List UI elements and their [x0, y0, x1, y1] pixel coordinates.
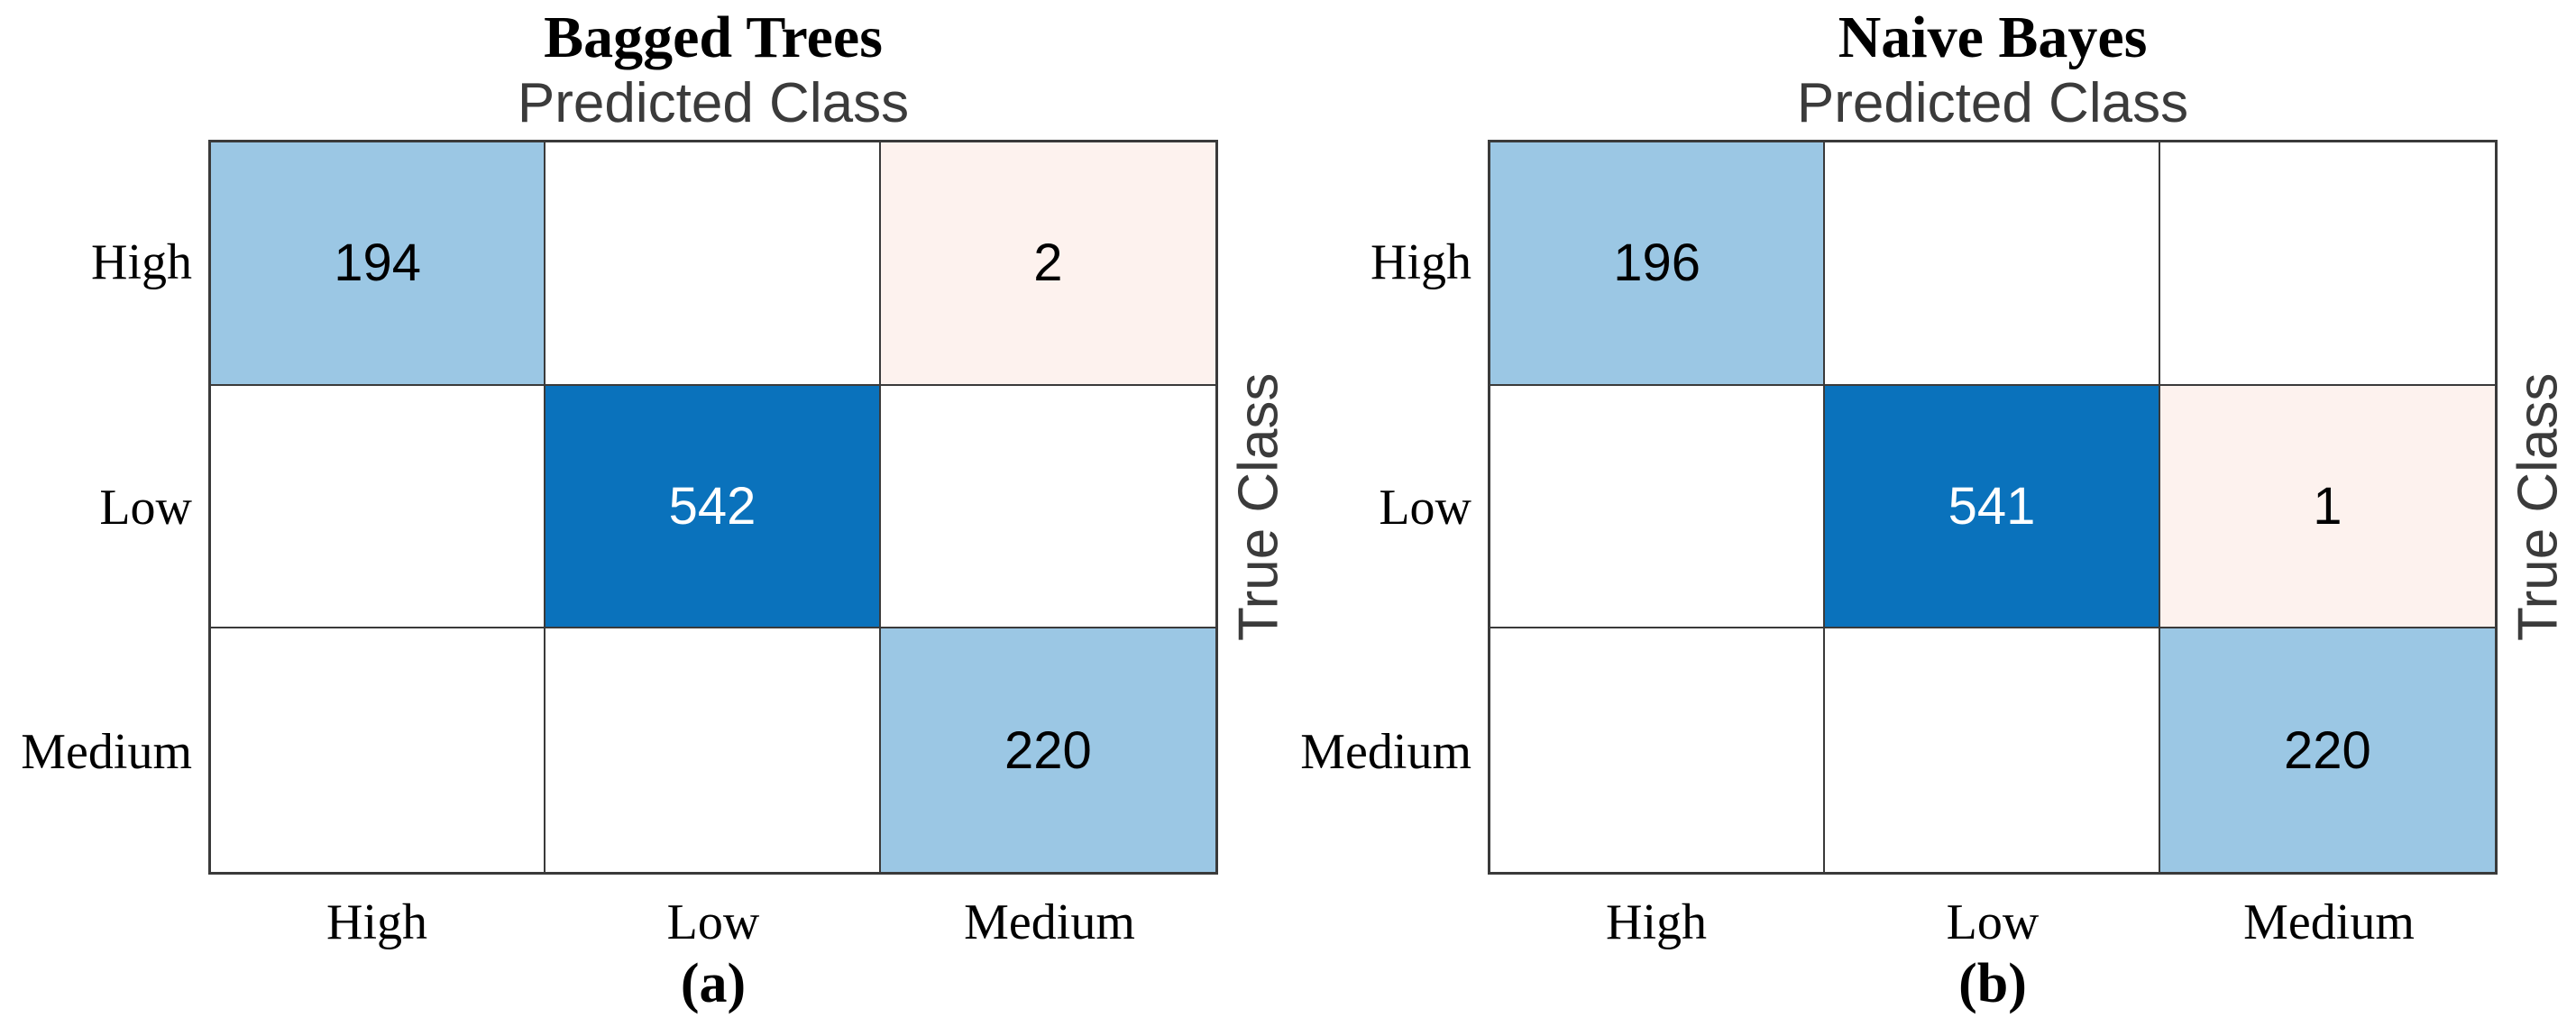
- matrix-cell-r0c1: [545, 142, 881, 386]
- matrix-cell-r1c2: 1: [2159, 385, 2495, 629]
- y-tick-low: Low: [99, 480, 192, 536]
- x-tick-low: Low: [666, 894, 760, 950]
- panel-caption: (a): [680, 953, 747, 1014]
- confusion-matrix-panel-b: Naive Bayes Predicted Class High Low Med…: [1279, 0, 2576, 1036]
- y-tick-medium: Medium: [21, 724, 192, 780]
- x-tick-medium: Medium: [964, 894, 1135, 950]
- true-class-label: True Class: [2507, 372, 2570, 642]
- matrix-cell-r0c0: 196: [1490, 142, 1826, 386]
- matrix-cell-r1c0: [211, 385, 546, 629]
- y-tick-high: High: [91, 234, 192, 290]
- matrix-cell-r1c2: [880, 385, 1215, 629]
- matrix-cell-r2c1: [545, 628, 881, 872]
- x-tick-medium: Medium: [2243, 894, 2415, 950]
- panel-title: Bagged Trees: [544, 5, 883, 70]
- panel-title: Naive Bayes: [1838, 5, 2148, 70]
- matrix-cell-r2c0: [1490, 628, 1826, 872]
- panel-caption: (b): [1958, 953, 2027, 1014]
- matrix-cell-r2c1: [1825, 628, 2160, 872]
- matrix-cell-r1c1: 541: [1825, 385, 2160, 629]
- matrix-cell-r0c0: 194: [211, 142, 546, 386]
- matrix-cell-r0c2: [2159, 142, 2495, 386]
- matrix-cell-r2c2: 220: [2159, 628, 2495, 872]
- matrix-cell-r0c2: 2: [880, 142, 1215, 386]
- confusion-matrix-grid: 194 2 542 220: [208, 140, 1218, 875]
- confusion-matrix-panel-a: Bagged Trees Predicted Class High Low Me…: [21, 5, 1289, 1015]
- y-tick-high: High: [1371, 234, 1471, 290]
- matrix-cell-r2c0: [211, 628, 546, 872]
- matrix-cell-r2c2: 220: [880, 628, 1215, 872]
- x-tick-low: Low: [1946, 894, 2040, 950]
- x-tick-high: High: [326, 894, 427, 950]
- matrix-cell-r1c0: [1490, 385, 1826, 629]
- predicted-class-label: Predicted Class: [517, 72, 910, 134]
- x-tick-high: High: [1606, 894, 1707, 950]
- y-tick-low: Low: [1379, 480, 1471, 536]
- y-tick-medium: Medium: [1300, 724, 1471, 780]
- matrix-cell-r0c1: [1825, 142, 2160, 386]
- confusion-matrix-grid: 196 541 1 220: [1488, 140, 2498, 875]
- predicted-class-label: Predicted Class: [1796, 72, 2189, 134]
- matrix-cell-r1c1: 542: [545, 385, 881, 629]
